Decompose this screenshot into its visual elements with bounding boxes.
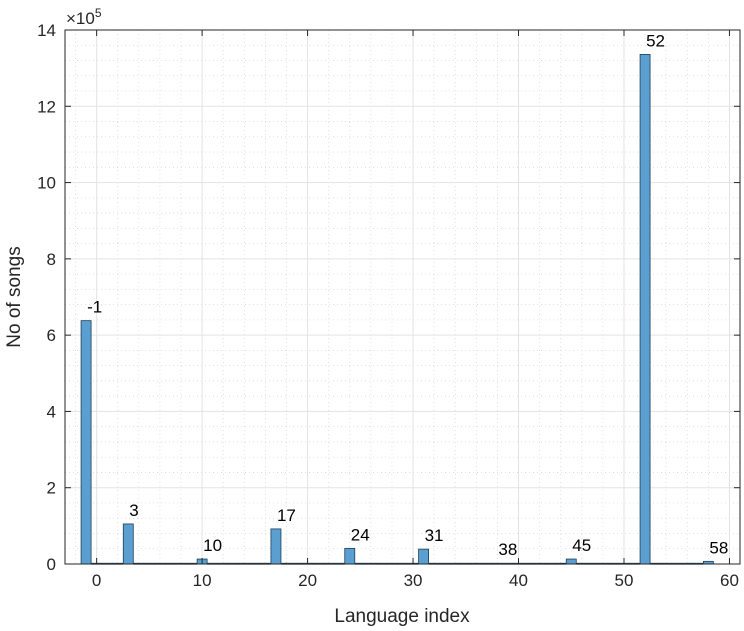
x-tick-label: 30 [404,571,423,590]
bar [270,528,282,565]
x-tick-label: 40 [509,571,528,590]
bar-data-label: 17 [277,506,296,525]
bar [344,547,356,565]
bar [122,523,134,565]
x-axis-ticks: 0 10 20 30 40 50 60 [92,30,739,590]
plot-area [65,30,740,564]
axis-exponent: ×105 [66,6,102,28]
plot-frame [64,29,741,565]
x-tick-label: 10 [193,571,212,590]
bar [639,54,651,565]
bar [80,320,92,565]
axis-exponent-power: 5 [95,6,102,20]
y-axis-label: No of songs [4,246,25,347]
y-tick-label: 6 [47,326,56,345]
bar-data-label: 31 [425,526,444,545]
x-axis-label: Language index [334,606,470,627]
y-tick-label: 0 [47,555,56,574]
x-tick-label: 0 [92,571,101,590]
bar-data-label: 45 [572,536,591,555]
x-tick-label: 20 [298,571,317,590]
y-tick-label: 12 [37,97,56,116]
bar-data-label: 24 [351,525,370,544]
bar-data-label: 38 [498,540,517,559]
bar-labels: -1 3 10 17 24 31 38 45 52 58 [87,31,728,559]
bar-data-label: 10 [203,536,222,555]
y-tick-label: 2 [47,479,56,498]
bar-data-label: 58 [709,538,728,557]
minor-grid [65,30,740,564]
y-tick-label: 4 [47,402,56,421]
axis-exponent-base: ×10 [66,9,95,28]
x-tick-label: 50 [615,571,634,590]
x-tick-label: 60 [720,571,739,590]
bar [418,548,430,565]
y-tick-label: 10 [37,174,56,193]
y-tick-label: 14 [37,21,56,40]
bar-data-label: 52 [646,31,665,50]
bar [565,558,577,565]
bar-data-label: -1 [87,298,102,317]
y-tick-label: 8 [47,250,56,269]
bar-data-label: 3 [129,501,138,520]
